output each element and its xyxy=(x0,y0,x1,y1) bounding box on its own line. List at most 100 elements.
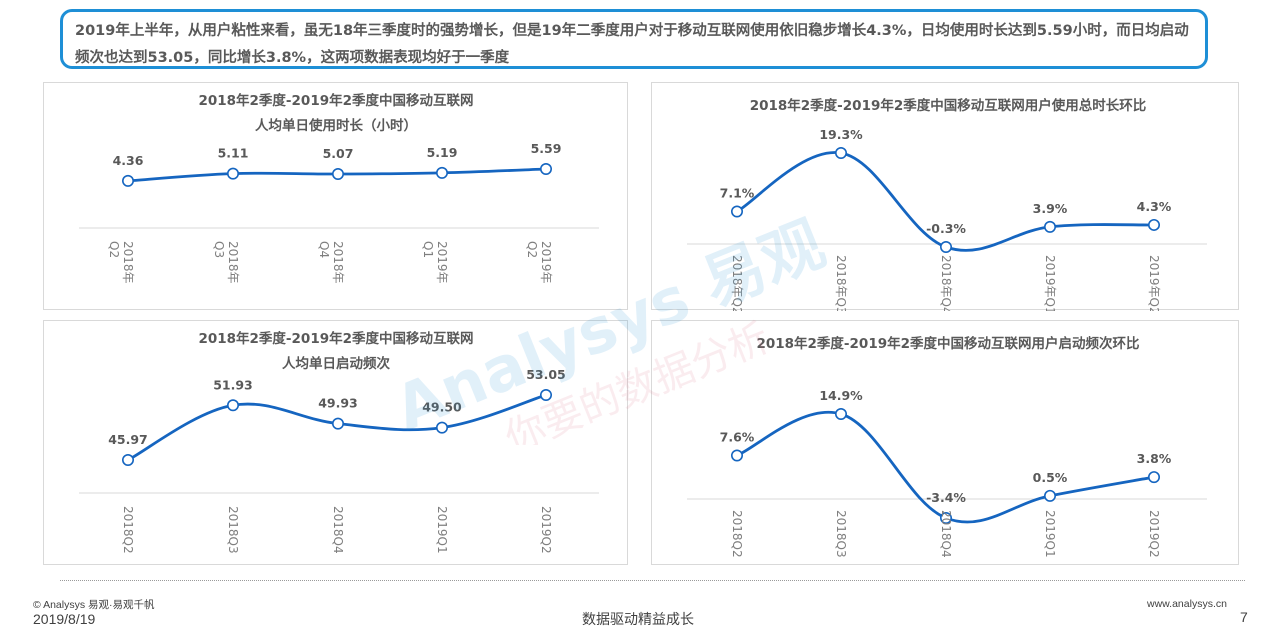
svg-text:2019Q1: 2019Q1 xyxy=(435,506,449,554)
data-label: 49.50 xyxy=(422,400,462,415)
data-point xyxy=(1147,218,1160,231)
x-tick-label: 2019Q2 xyxy=(1147,510,1161,558)
chart-title-line: 人均单日启动频次 xyxy=(282,355,390,372)
svg-text:2018年: 2018年 xyxy=(226,241,240,284)
data-point xyxy=(539,163,552,176)
chart-title-line: 2018年2季度-2019年2季度中国移动互联网 xyxy=(198,330,473,347)
data-point xyxy=(1043,220,1056,233)
svg-text:2019年Q1: 2019年Q1 xyxy=(1043,255,1057,311)
data-label: 4.36 xyxy=(113,153,144,168)
data-point xyxy=(122,174,135,187)
data-point xyxy=(331,417,344,430)
footer-copyright: © Analysys 易观·易观千帆 xyxy=(33,599,155,611)
data-point xyxy=(939,512,952,525)
data-label: 49.93 xyxy=(318,396,358,411)
x-tick-label: 2018Q3 xyxy=(834,510,848,558)
data-label: 53.05 xyxy=(526,367,566,382)
x-tick-label: 2019年Q2 xyxy=(525,241,553,284)
summary-text: 2019年上半年，从用户粘性来看，虽无18年三季度时的强势增长，但是19年二季度… xyxy=(75,23,1189,66)
x-tick-label: 2018年Q2 xyxy=(730,255,744,311)
svg-text:2019年: 2019年 xyxy=(435,241,449,284)
x-tick-label: 2018Q2 xyxy=(730,510,744,558)
data-label: 7.1% xyxy=(720,186,755,201)
svg-text:Q2: Q2 xyxy=(107,241,121,258)
series-line xyxy=(736,410,1155,524)
x-tick-label: 2018Q4 xyxy=(939,510,953,558)
svg-text:Q1: Q1 xyxy=(421,241,435,258)
svg-text:2018年Q3: 2018年Q3 xyxy=(834,255,848,311)
data-point xyxy=(331,168,344,181)
data-label: -3.4% xyxy=(926,490,966,505)
data-label: 5.07 xyxy=(323,146,354,161)
chart-panel-total-usage-mom: 2018年2季度-2019年2季度中国移动互联网用户使用总时长环比 7.1% 19.… xyxy=(651,82,1239,311)
svg-text:2018Q4: 2018Q4 xyxy=(331,506,345,554)
data-point xyxy=(939,241,952,254)
chart-panel-daily-usage-hours: 2018年2季度-2019年2季度中国移动互联网 人均单日使用时长（小时） 4.36… xyxy=(43,82,628,310)
x-tick-label: 2018年Q3 xyxy=(212,241,240,284)
svg-text:2019Q2: 2019Q2 xyxy=(539,506,553,554)
data-point xyxy=(835,408,848,421)
svg-text:2018Q3: 2018Q3 xyxy=(834,510,848,558)
data-label: 3.8% xyxy=(1137,451,1172,466)
footer-page-number: 7 xyxy=(1240,609,1248,625)
footer-website: www.analysys.cn xyxy=(1147,598,1227,610)
data-label: 7.6% xyxy=(720,429,755,444)
footer-slogan: 数据驱动精益成长 xyxy=(582,611,694,627)
chart-title-line: 2018年2季度-2019年2季度中国移动互联网用户使用总时长环比 xyxy=(750,97,1147,114)
x-tick-label: 2018Q3 xyxy=(226,506,240,554)
data-label: 45.97 xyxy=(108,432,148,447)
x-tick-label: 2019年Q1 xyxy=(1043,255,1057,311)
x-tick-label: 2019年Q2 xyxy=(1147,255,1161,311)
x-tick-label: 2019年Q1 xyxy=(421,241,449,284)
data-point xyxy=(1043,489,1056,502)
svg-text:Q3: Q3 xyxy=(212,241,226,258)
data-point xyxy=(539,389,552,402)
chart-title-line: 2018年2季度-2019年2季度中国移动互联网 xyxy=(198,92,473,109)
data-label: 51.93 xyxy=(213,377,253,392)
x-tick-label: 2019Q1 xyxy=(1043,510,1057,558)
svg-text:2018年Q4: 2018年Q4 xyxy=(939,255,953,311)
data-label: 5.11 xyxy=(218,146,249,161)
x-tick-label: 2018年Q2 xyxy=(107,241,135,284)
x-tick-label: 2019Q2 xyxy=(539,506,553,554)
data-point xyxy=(731,205,744,218)
svg-text:Q4: Q4 xyxy=(317,241,331,258)
chart-panel-daily-launches: 2018年2季度-2019年2季度中国移动互联网 人均单日启动频次 45.97 51.… xyxy=(43,320,628,565)
data-point xyxy=(227,167,240,180)
x-tick-label: 2018Q4 xyxy=(331,506,345,554)
chart-title-line: 人均单日使用时长（小时） xyxy=(255,117,417,134)
data-label: 5.19 xyxy=(427,145,458,160)
data-point xyxy=(122,454,135,467)
svg-text:2019Q1: 2019Q1 xyxy=(1043,510,1057,558)
svg-text:Q2: Q2 xyxy=(525,241,539,258)
data-label: 19.3% xyxy=(819,127,863,142)
chart-title-line: 2018年2季度-2019年2季度中国移动互联网用户启动频次环比 xyxy=(756,335,1139,352)
chart-total-usage-mom: 2018年2季度-2019年2季度中国移动互联网用户使用总时长环比 7.1% 19.… xyxy=(687,97,1207,311)
x-tick-label: 2018年Q4 xyxy=(317,241,345,284)
summary-callout: 2019年上半年，从用户粘性来看，虽无18年三季度时的强势增长，但是19年二季度… xyxy=(60,9,1208,69)
x-tick-label: 2018年Q4 xyxy=(939,255,953,311)
svg-text:2019年: 2019年 xyxy=(539,241,553,284)
svg-text:2019年Q2: 2019年Q2 xyxy=(1147,255,1161,311)
svg-text:2018Q4: 2018Q4 xyxy=(939,510,953,558)
svg-text:2019Q2: 2019Q2 xyxy=(1147,510,1161,558)
svg-text:2018Q2: 2018Q2 xyxy=(730,510,744,558)
x-tick-label: 2019Q1 xyxy=(435,506,449,554)
svg-text:2018Q2: 2018Q2 xyxy=(121,506,135,554)
svg-text:2018年: 2018年 xyxy=(331,241,345,284)
chart-panel-launch-frequency-mom: 2018年2季度-2019年2季度中国移动互联网用户启动频次环比 7.6% 14.9… xyxy=(651,320,1239,565)
footer-divider xyxy=(60,580,1245,581)
data-point xyxy=(435,421,448,434)
data-label: 4.3% xyxy=(1137,199,1172,214)
data-point xyxy=(731,449,744,462)
data-point xyxy=(835,147,848,160)
data-point xyxy=(435,166,448,179)
data-label: 5.59 xyxy=(531,141,562,156)
data-point xyxy=(1147,471,1160,484)
footer-date: 2019/8/19 xyxy=(33,611,96,627)
svg-text:2018年Q2: 2018年Q2 xyxy=(730,255,744,311)
x-tick-label: 2018Q2 xyxy=(121,506,135,554)
data-label: 14.9% xyxy=(819,388,863,403)
